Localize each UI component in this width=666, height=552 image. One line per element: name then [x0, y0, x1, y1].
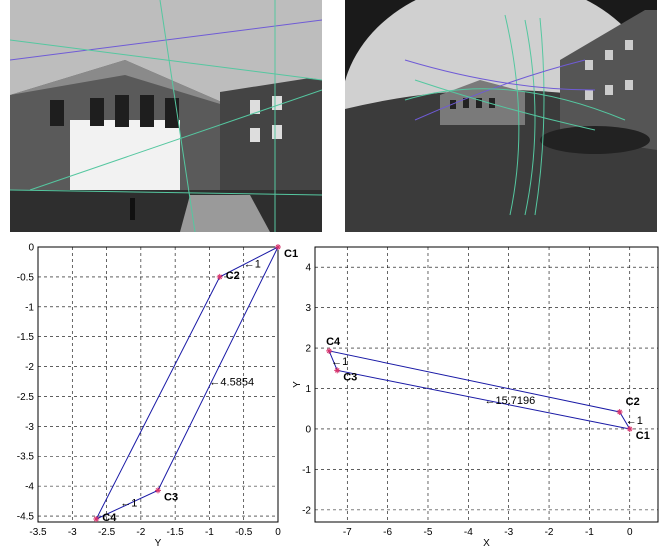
y-tick-label: 1 [305, 384, 311, 395]
camera-marker [275, 244, 281, 250]
x-tick-label: -1 [205, 527, 214, 538]
y-tick-label: -4 [25, 482, 34, 493]
x-tick-label: -4 [464, 527, 473, 538]
y-tick-label: -2.5 [17, 392, 35, 403]
y-tick-label: -2 [25, 362, 34, 373]
camera-label: C4 [326, 336, 341, 348]
distance-annotation: ←15.7196 [484, 395, 535, 407]
camera-marker [616, 409, 623, 415]
camera-label: C3 [164, 491, 178, 503]
x-tick-label: -5 [424, 527, 433, 538]
camera-marker [93, 516, 100, 523]
x-tick-label: -1.5 [167, 527, 185, 538]
x-tick-label: -3 [68, 527, 77, 538]
x-tick-label: -1 [585, 527, 594, 538]
y-tick-label: -1 [25, 302, 34, 313]
y-tick-label: -3.5 [17, 452, 35, 463]
y-tick-label: 3 [305, 303, 311, 314]
x-tick-label: 0 [627, 527, 633, 538]
distance-annotation: ←1 [120, 497, 137, 509]
y-axis-label: Y [292, 381, 303, 388]
x-tick-label: -3 [504, 527, 513, 538]
y-tick-label: 0 [28, 243, 34, 254]
camera-marker [216, 273, 223, 280]
camera-label: C2 [626, 396, 640, 408]
x-tick-label: -7 [343, 527, 352, 538]
distance-annotation: ←1 [331, 356, 348, 368]
x-tick-label: -0.5 [235, 527, 253, 538]
plot-frame-1 [37, 246, 279, 523]
distance-annotation: ←1 [626, 415, 643, 427]
y-tick-label: 0 [305, 424, 311, 435]
x-tick-label: -2 [545, 527, 554, 538]
distance-annotation: ←4.5854 [209, 377, 254, 389]
y-tick-label: 2 [305, 344, 311, 355]
x-axis-label: Y [155, 538, 162, 549]
camera-label: C4 [102, 512, 117, 524]
camera-label: C3 [343, 371, 357, 383]
y-tick-label: -0.5 [17, 272, 35, 283]
perspective-photo-drawing [10, 0, 322, 232]
x-tick-label: 0 [275, 527, 281, 538]
y-tick-label: -4.5 [17, 512, 35, 523]
y-tick-label: -2 [302, 505, 311, 516]
distance-annotation: ←1 [244, 259, 261, 271]
y-tick-label: -3 [25, 422, 34, 433]
x-tick-label: -3.5 [29, 527, 47, 538]
x-axis-label: X [483, 538, 490, 549]
x-tick-label: -6 [383, 527, 392, 538]
camera-marker [626, 425, 633, 432]
y-tick-label: -1 [302, 465, 311, 476]
y-tick-label: -1.5 [17, 332, 35, 343]
x-tick-label: -2.5 [98, 527, 116, 538]
fisheye-building-photo [345, 0, 657, 232]
camera-marker [155, 487, 161, 494]
camera-marker [326, 347, 333, 354]
camera-label: C1 [636, 430, 650, 442]
fisheye-photo-drawing [345, 0, 657, 232]
y-tick-label: 4 [305, 263, 311, 274]
camera-marker [334, 367, 341, 374]
camera-label: C2 [226, 270, 240, 282]
perspective-building-photo [10, 0, 322, 232]
x-tick-label: -2 [136, 527, 145, 538]
camera-label: C1 [284, 248, 298, 260]
